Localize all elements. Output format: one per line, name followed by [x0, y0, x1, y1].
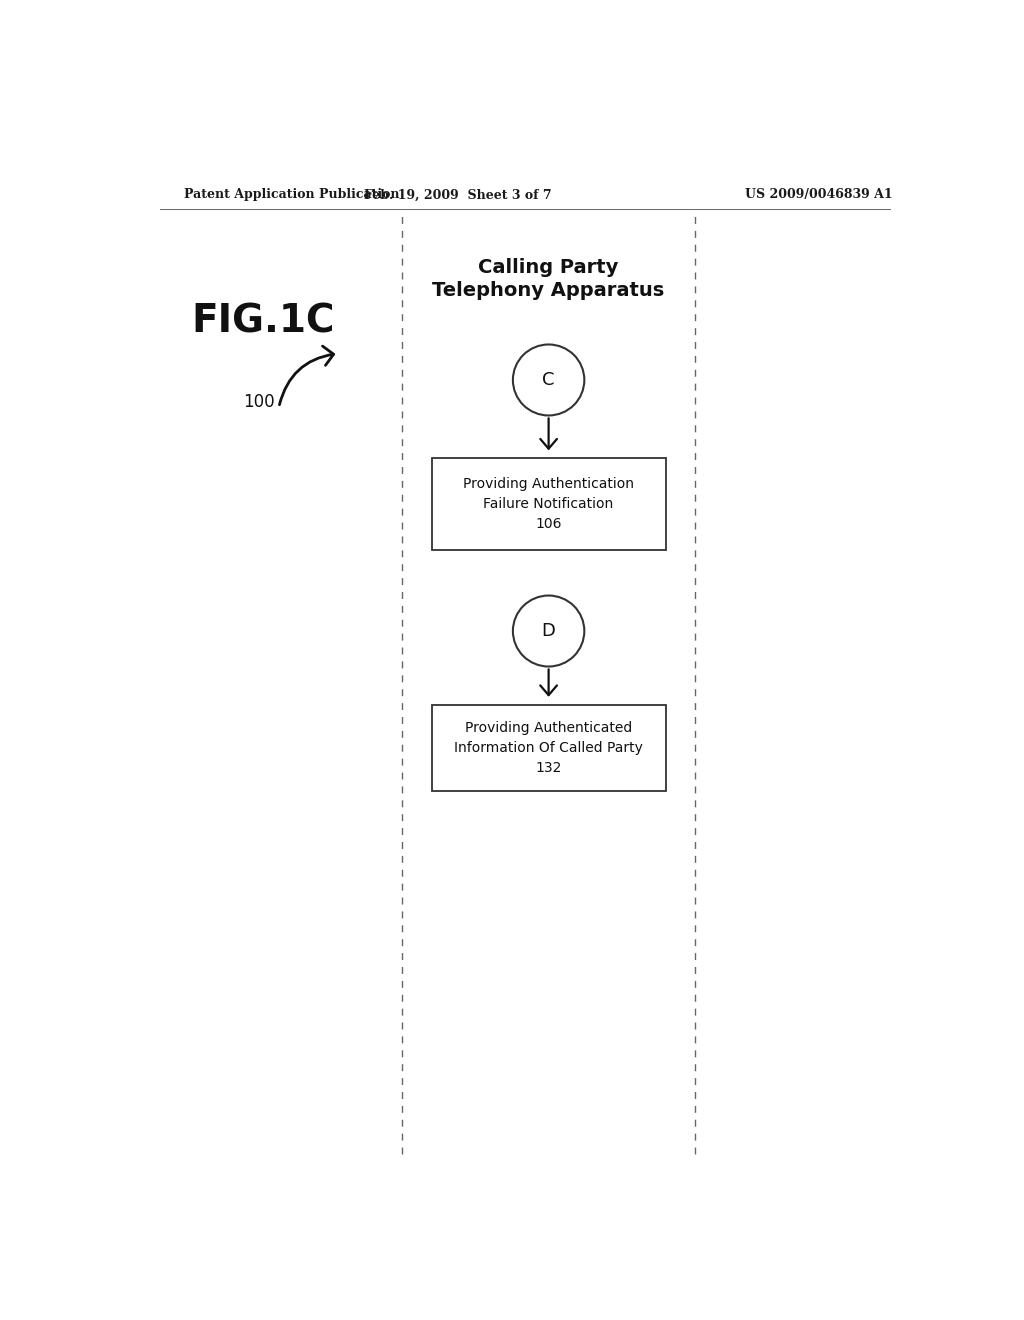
Ellipse shape: [513, 595, 585, 667]
Text: Calling Party: Calling Party: [478, 257, 618, 277]
Text: FIG.1C: FIG.1C: [191, 302, 335, 341]
Text: Providing Authentication: Providing Authentication: [463, 477, 634, 491]
FancyArrowPatch shape: [541, 669, 557, 696]
Text: 100: 100: [243, 393, 274, 412]
Ellipse shape: [513, 345, 585, 416]
Text: 106: 106: [536, 517, 562, 532]
FancyArrowPatch shape: [541, 418, 557, 449]
Text: D: D: [542, 622, 556, 640]
Text: Patent Application Publication: Patent Application Publication: [183, 189, 399, 202]
FancyBboxPatch shape: [431, 458, 666, 549]
FancyArrowPatch shape: [280, 346, 334, 405]
Text: Feb. 19, 2009  Sheet 3 of 7: Feb. 19, 2009 Sheet 3 of 7: [364, 189, 551, 202]
Text: Telephony Apparatus: Telephony Apparatus: [432, 281, 665, 300]
FancyBboxPatch shape: [431, 705, 666, 791]
Text: US 2009/0046839 A1: US 2009/0046839 A1: [744, 189, 892, 202]
Text: C: C: [543, 371, 555, 389]
Text: 132: 132: [536, 762, 562, 775]
Text: Failure Notification: Failure Notification: [483, 496, 613, 511]
Text: Information Of Called Party: Information Of Called Party: [455, 741, 643, 755]
Text: Providing Authenticated: Providing Authenticated: [465, 721, 632, 735]
